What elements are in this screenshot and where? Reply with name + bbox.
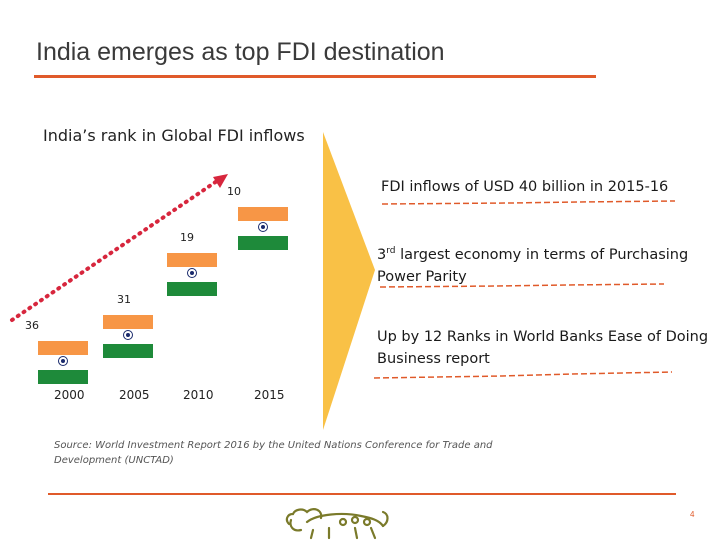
flag-saffron-band xyxy=(103,315,153,330)
point-fdi-inflows-text: FDI inflows of USD 40 billion in 2015-16 xyxy=(381,179,669,195)
footer-rule xyxy=(48,493,676,495)
point-economy-ppp-sup: rd xyxy=(386,246,396,256)
year-label-2005: 2005 xyxy=(119,388,150,402)
year-label-2000: 2000 xyxy=(54,388,85,402)
page-number: 4 xyxy=(690,510,695,519)
point-fdi-inflows-underline xyxy=(381,200,676,205)
flag-bar-2005 xyxy=(103,315,153,359)
flag-bar-2000 xyxy=(38,341,88,384)
rank-label-2015: 10 xyxy=(227,185,241,198)
flag-white-band xyxy=(167,267,217,283)
flag-saffron-band xyxy=(167,253,217,268)
chart-subtitle: India’s rank in Global FDI inflows xyxy=(43,126,305,145)
point-economy-ppp: 3rd largest economy in terms of Purchasi… xyxy=(377,240,702,288)
point-economy-ppp-number: 3 xyxy=(377,246,387,263)
flag-green-band xyxy=(238,236,288,250)
chakra-icon xyxy=(187,268,197,279)
flag-green-band xyxy=(167,282,217,297)
rank-label-2010: 19 xyxy=(180,231,194,245)
flag-white-band xyxy=(238,221,288,236)
flag-white-band xyxy=(103,329,153,345)
point-ease-of-doing-business-text: Up by 12 Ranks in World Banks Ease of Do… xyxy=(377,329,709,367)
flag-green-band xyxy=(38,370,88,384)
chakra-icon xyxy=(123,330,133,341)
flag-bar-2010 xyxy=(167,253,217,297)
chevron-arrow-shape xyxy=(323,132,375,430)
flag-white-band xyxy=(38,355,88,370)
chakra-icon xyxy=(58,356,68,366)
rank-label-2005: 31 xyxy=(117,293,131,307)
flag-green-band xyxy=(103,344,153,359)
rank-label-2000: 36 xyxy=(25,319,39,332)
year-label-2015: 2015 xyxy=(254,388,285,402)
year-label-2010: 2010 xyxy=(183,388,214,402)
point-economy-ppp-underline xyxy=(379,283,665,288)
point-fdi-inflows: FDI inflows of USD 40 billion in 2015-16 xyxy=(381,176,701,198)
flag-bar-2015 xyxy=(238,207,288,250)
chakra-icon xyxy=(258,222,268,232)
page-title: India emerges as top FDI destination xyxy=(36,38,445,66)
title-underline xyxy=(34,75,596,78)
point-ease-underline xyxy=(373,371,673,379)
lion-icon xyxy=(285,508,389,540)
point-economy-ppp-text: largest economy in terms of Purchasing P… xyxy=(377,246,689,285)
point-ease-of-doing-business: Up by 12 Ranks in World Banks Ease of Do… xyxy=(377,326,717,370)
source-note: Source: World Investment Report 2016 by … xyxy=(54,440,493,466)
flag-saffron-band xyxy=(238,207,288,221)
flag-saffron-band xyxy=(38,341,88,355)
